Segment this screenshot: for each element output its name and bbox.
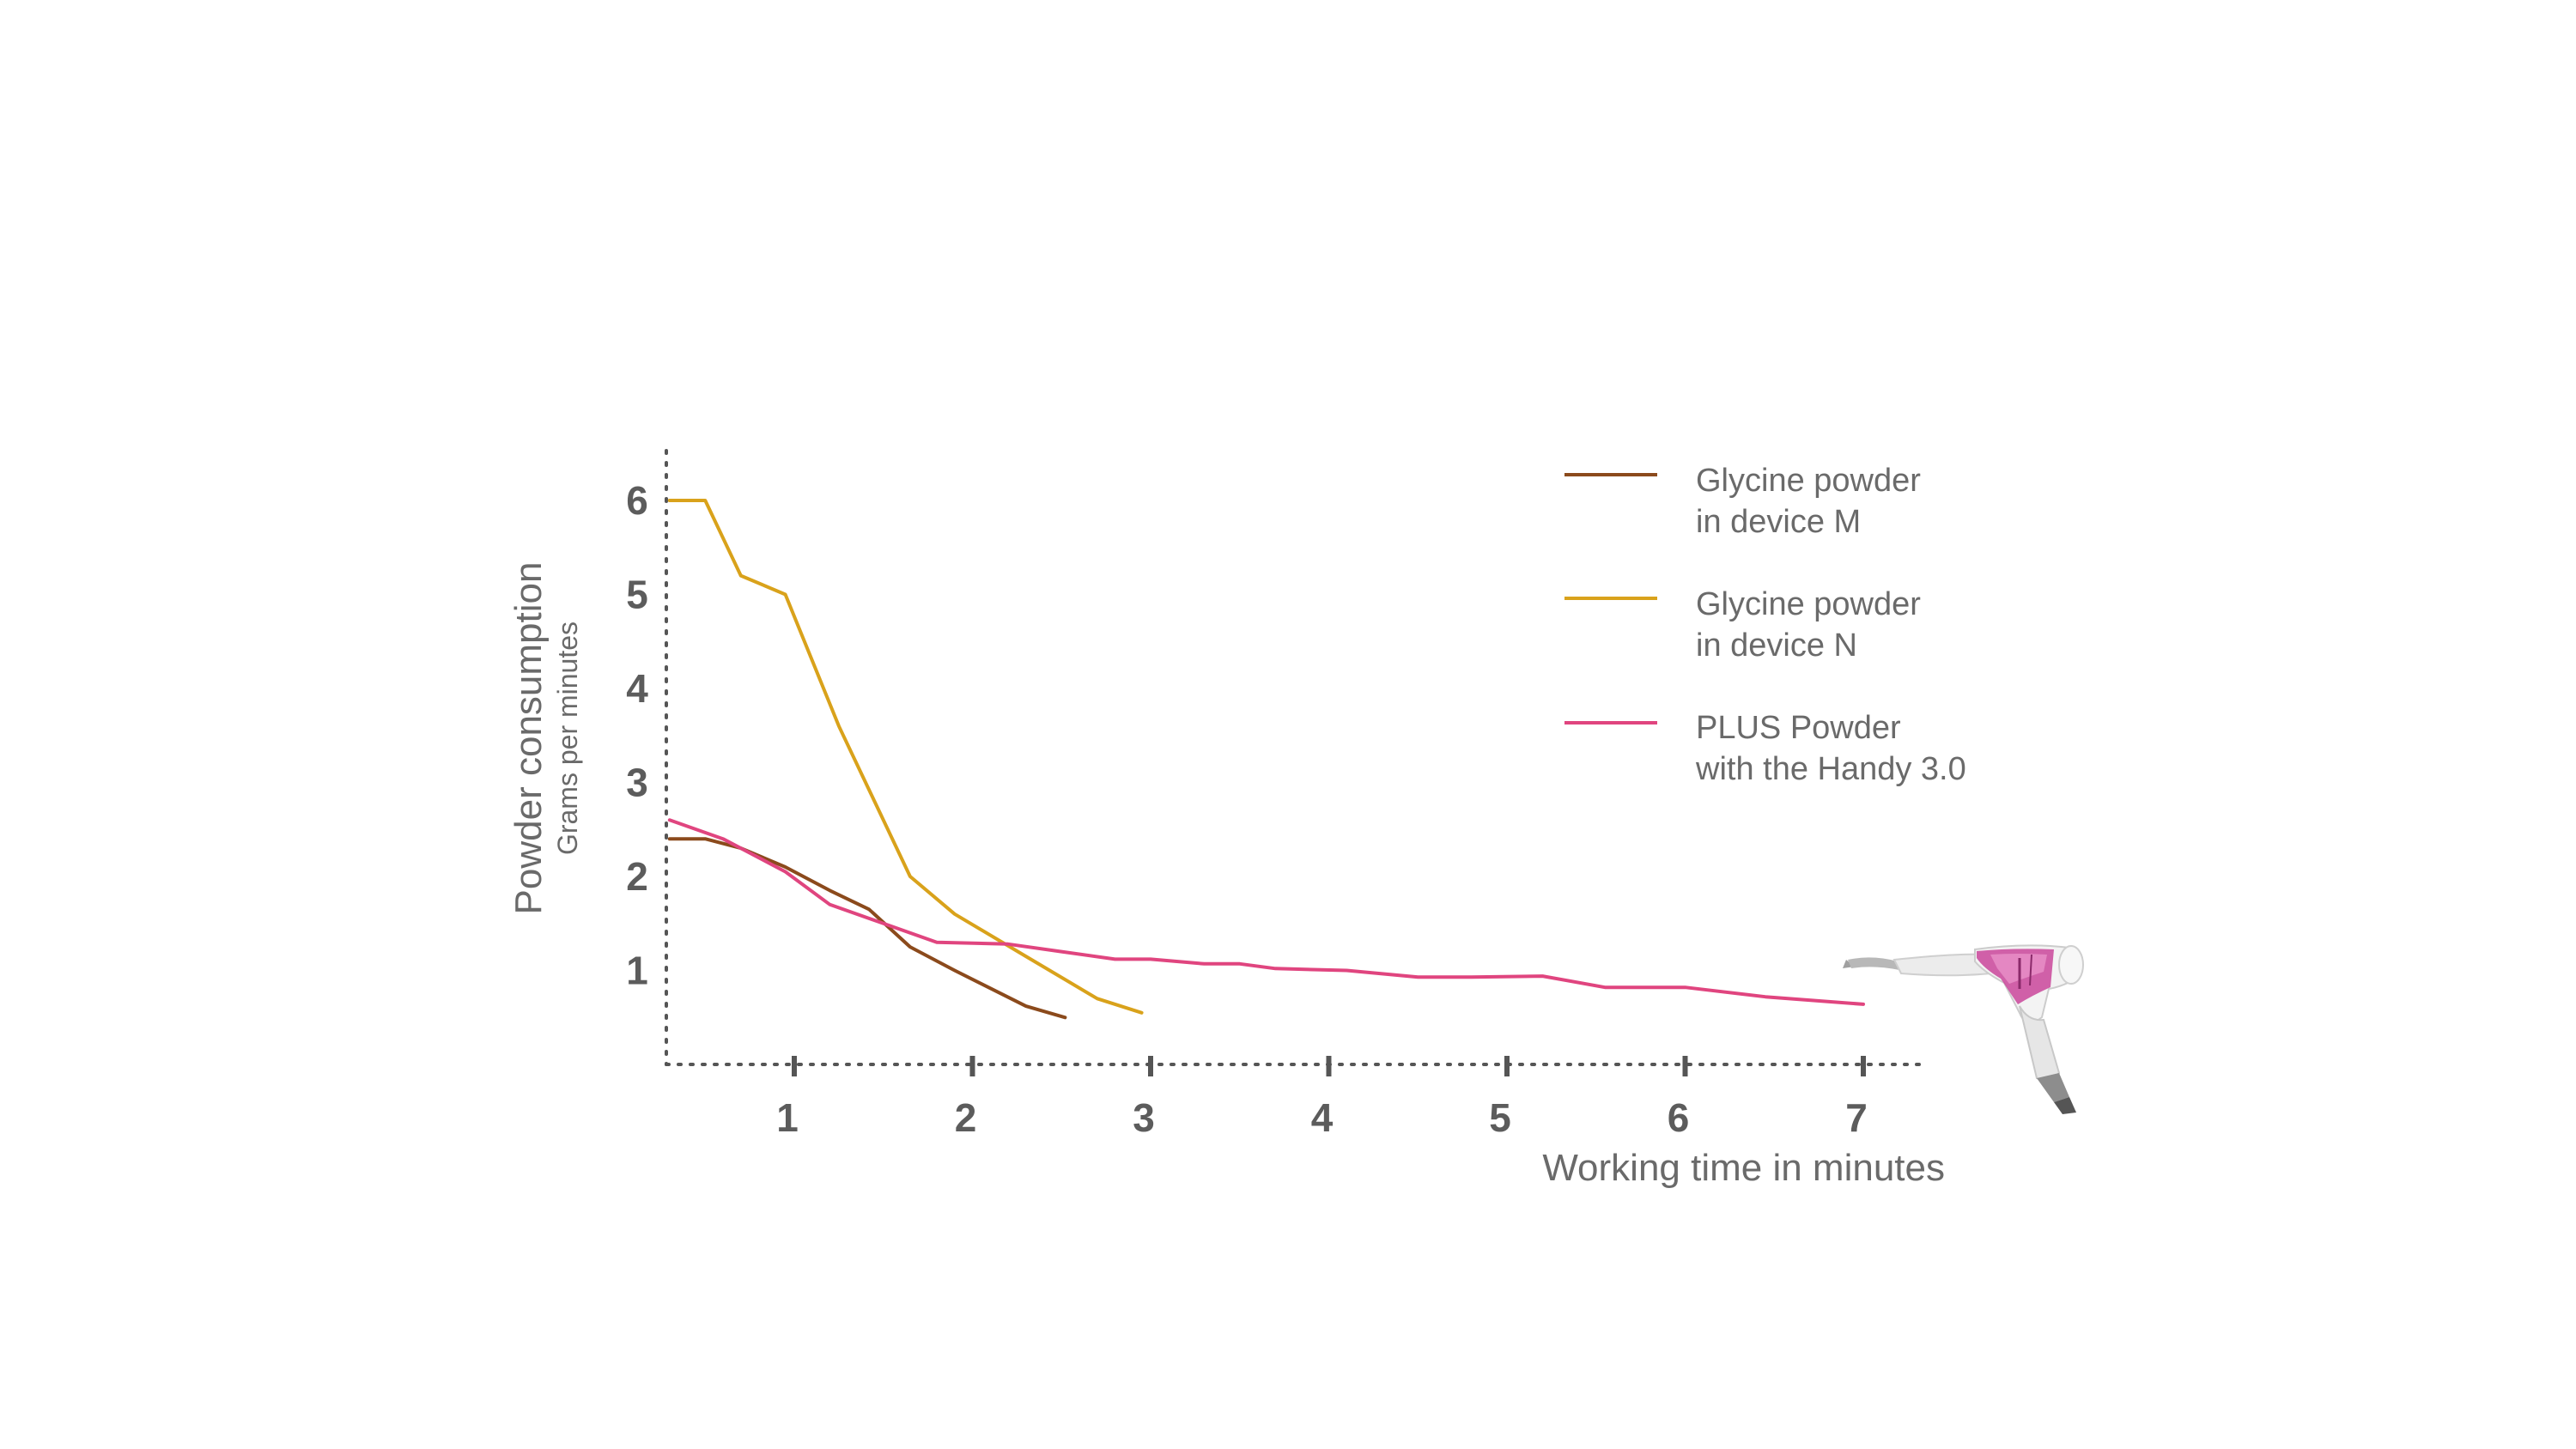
y-tick-label-5: 5 [626,573,648,617]
x-axis-title: Working time in minutes [1542,1147,1945,1189]
svg-text:Glycine powder in devi: Glycine powder in device N [1696,586,1929,664]
svg-text:PLUS Powder with the H: PLUS Powder with the Handy 3.0 [1695,710,1966,787]
series-line-device-n [667,499,1144,1015]
legend-label-device-n-line2: in device N [1696,627,1857,664]
legend-label-plus-powder-line2: with the Handy 3.0 [1695,751,1966,787]
legend-label-plus-powder-line1: PLUS Powder [1696,710,1901,746]
x-tick-label-2: 2 [955,1095,977,1140]
y-axis-ticks: 1 2 3 4 5 6 [626,478,648,993]
svg-text:Glycine powder in devi: Glycine powder in device M [1696,463,1929,540]
legend: Glycine powder in device M Glycine powde… [1564,463,1966,787]
x-axis-ticks: 1 2 3 4 5 6 7 [776,1056,1868,1140]
y-axis-subtitle: Grams per minutes [552,621,583,855]
legend-label-device-m-line1: Glycine powder [1696,463,1921,499]
legend-label-device-n-line1: Glycine powder [1696,586,1921,622]
x-tick-label-4: 4 [1311,1095,1334,1140]
legend-item-plus-powder: PLUS Powder with the Handy 3.0 [1564,710,1966,787]
x-tick-label-1: 1 [776,1095,799,1140]
y-tick-label-1: 1 [626,949,648,993]
dental-handpiece-illustration [1843,944,2084,1114]
x-tick-label-7: 7 [1845,1095,1868,1140]
y-tick-label-3: 3 [626,761,648,805]
series-line-device-m [667,837,1067,1020]
legend-item-device-m: Glycine powder in device M [1564,463,1929,540]
series-line-plus-powder [667,818,1865,1006]
legend-item-device-n: Glycine powder in device N [1564,586,1929,664]
y-axis-title: Powder consumption [507,562,550,915]
y-tick-label-2: 2 [626,854,648,899]
x-tick-label-3: 3 [1133,1095,1155,1140]
y-tick-label-4: 4 [626,666,648,711]
legend-label-device-m-line2: in device M [1696,504,1861,540]
y-tick-label-6: 6 [626,478,648,523]
series-group [667,499,1865,1020]
x-tick-label-5: 5 [1489,1095,1511,1140]
x-tick-label-6: 6 [1668,1095,1690,1140]
